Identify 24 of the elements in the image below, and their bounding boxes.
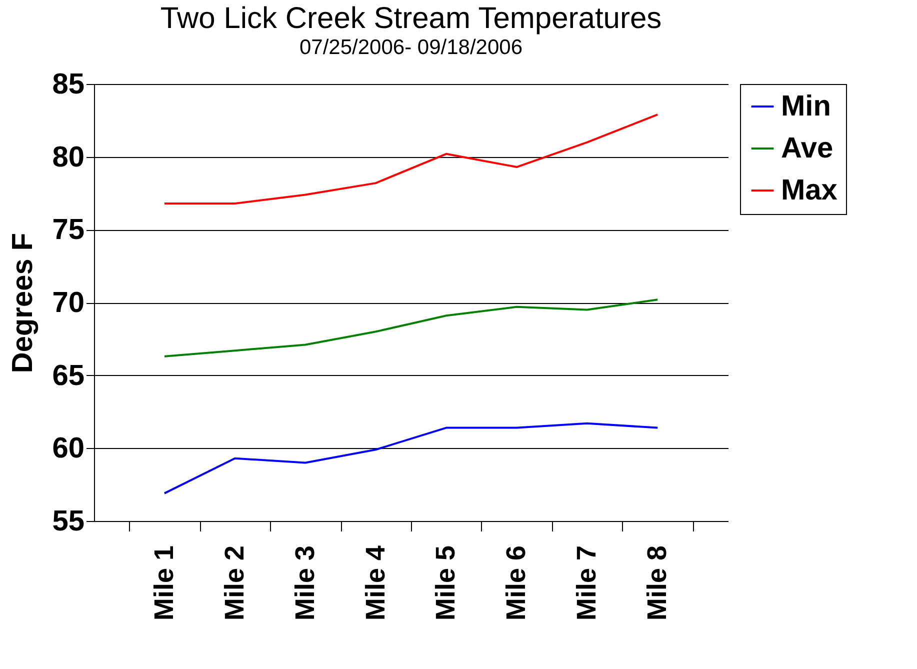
legend-label: Max <box>781 174 838 206</box>
chart-title: Two Lick Creek Stream Temperatures <box>160 2 662 35</box>
x-tick-label: Mile 2 <box>219 546 250 621</box>
x-tick-label: Mile 4 <box>360 546 390 621</box>
y-tick-label: 85 <box>52 68 84 100</box>
line-series <box>163 298 659 358</box>
y-tick-label: 80 <box>52 141 84 174</box>
chart-subtitle: 07/25/2006- 09/18/2006 <box>299 36 523 59</box>
x-tick-label: Mile 1 <box>148 546 179 621</box>
y-tick-label: 65 <box>52 360 84 392</box>
x-tick-label: Mile 7 <box>572 546 602 621</box>
line-series <box>163 422 659 494</box>
line-series <box>163 114 659 204</box>
legend-label: Ave <box>781 132 834 164</box>
x-tick-label: Mile 8 <box>642 546 672 621</box>
legend-label: Min <box>781 90 831 122</box>
x-tick-label: Mile 3 <box>290 546 320 621</box>
y-tick-label: 70 <box>52 287 84 319</box>
y-tick-label: 60 <box>52 432 84 465</box>
x-tick-label: Mile 5 <box>430 546 461 621</box>
y-tick-label: 75 <box>52 214 84 246</box>
y-tick-label: 55 <box>52 506 84 538</box>
y-axis-title: Degrees F <box>7 232 40 374</box>
x-tick-label: Mile 6 <box>501 546 532 621</box>
